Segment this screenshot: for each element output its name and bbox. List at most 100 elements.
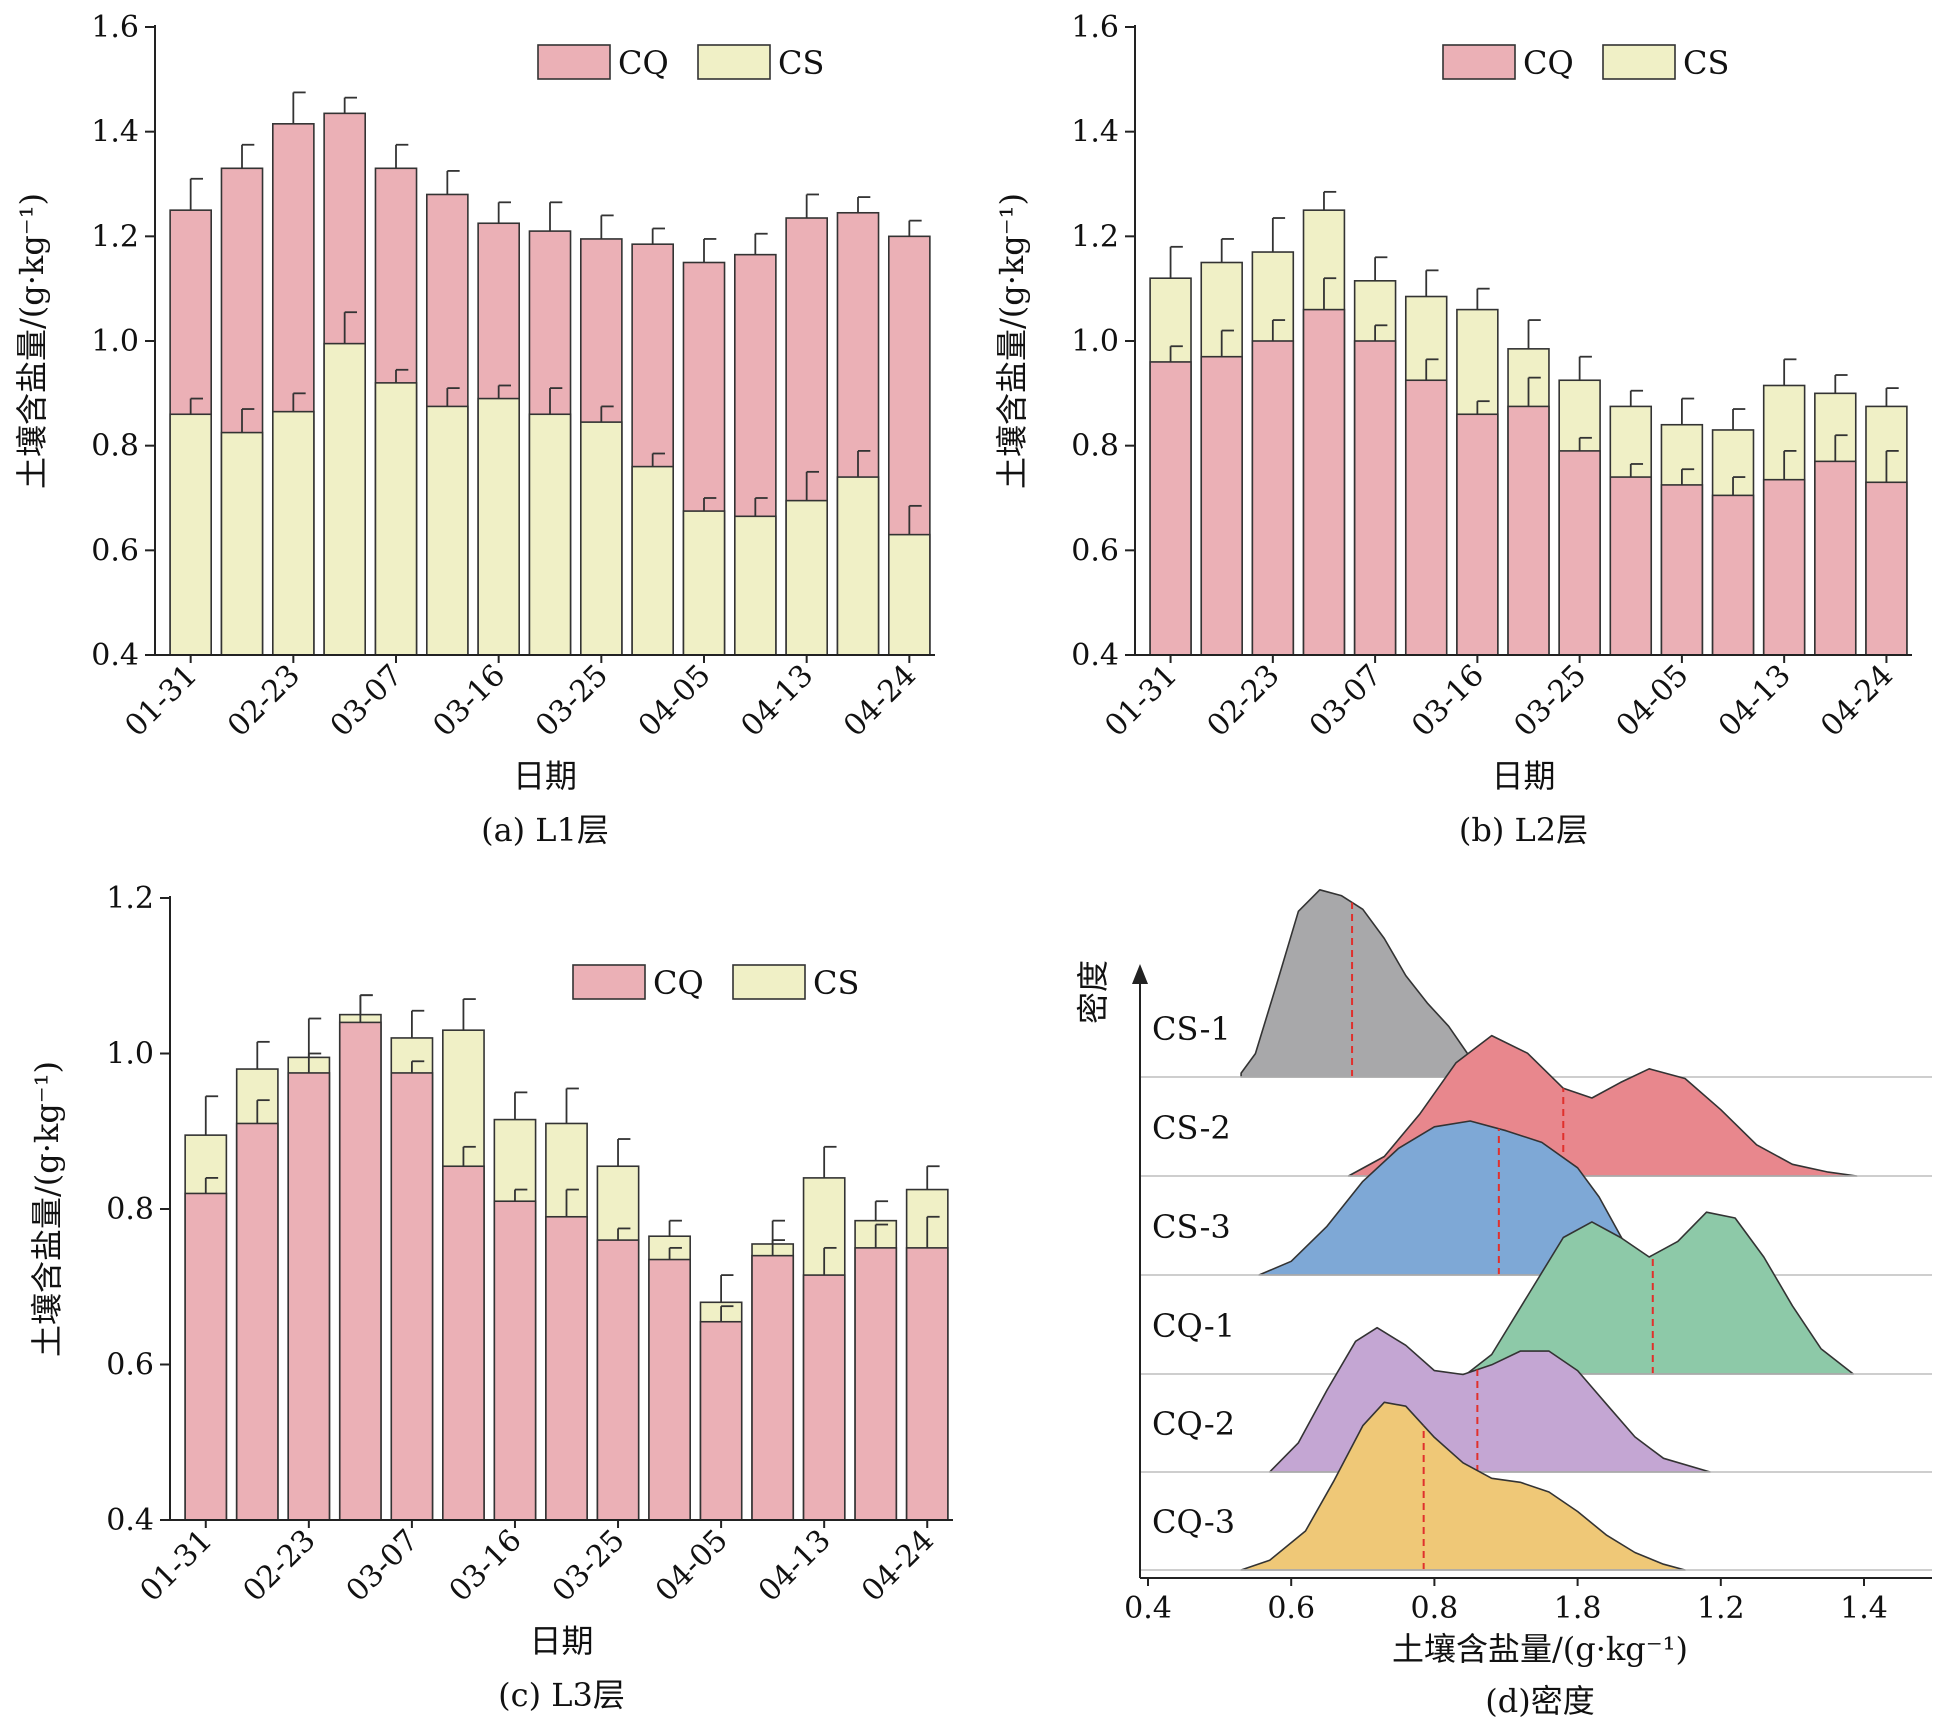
ridge-CS-1 [1240, 889, 1507, 1078]
x-tick-label: 04-24 [1814, 658, 1900, 744]
legend-label-CS: CS [813, 964, 859, 1002]
x-axis-title: 日期 [513, 757, 577, 795]
bar-CQ-0 [184, 1192, 228, 1521]
x-tick-label: 03-16 [443, 1523, 529, 1609]
legend-swatch-CS [732, 964, 806, 1000]
bar-CQ-1 [235, 1122, 279, 1521]
bar-CS-10 [682, 510, 726, 656]
bar-CQ-0 [1149, 361, 1192, 656]
y-tick-label: 1.2 [106, 881, 154, 916]
bar-CQ-8 [596, 1239, 640, 1521]
bar-CQ-7 [545, 1215, 588, 1521]
y-axis-title: 土壤含盐量/(g·kg⁻¹) [28, 1061, 66, 1357]
bar-CQ-5 [442, 1165, 485, 1521]
chart-a: 0.40.60.81.01.21.41.601-31 02-23 03-07 03-1… [13, 10, 935, 849]
x-tick-label: 03-07 [324, 658, 410, 744]
y-tick-label: 0.8 [1071, 429, 1119, 464]
y-tick-label: 0.8 [91, 429, 139, 464]
bar-CQ-11 [751, 1254, 795, 1521]
x-tick-label: 02-23 [221, 658, 307, 744]
bar-CS-1 [220, 431, 264, 656]
y-tick-label: 0.4 [1071, 638, 1119, 673]
y-tick-label: 0.4 [91, 638, 139, 673]
ridge-label-CS-1: CS-1 [1152, 1010, 1231, 1048]
x-tick-label: 03-16 [426, 658, 512, 744]
x-tick-label: 02-23 [237, 1523, 323, 1609]
y-tick-label: 0.6 [106, 1348, 154, 1383]
y-axis-title: 密度 [1074, 960, 1112, 1024]
y-axis-arrow-icon [1132, 964, 1148, 984]
bar-CQ-6 [1456, 413, 1499, 656]
x-tick-label: 0.4 [1124, 1591, 1172, 1626]
x-tick-label: 04-13 [1712, 658, 1798, 744]
x-tick-label: 04-24 [837, 658, 923, 744]
y-tick-label: 0.8 [106, 1192, 154, 1227]
x-tick-label: 03-07 [340, 1523, 426, 1609]
x-tick-label: 04-05 [649, 1523, 735, 1609]
y-axis-title: 土壤含盐量/(g·kg⁻¹) [13, 193, 51, 489]
legend-swatch-CQ [572, 964, 646, 1000]
bar-CQ-4 [390, 1072, 434, 1521]
x-axis-title: 日期 [1491, 757, 1555, 795]
bar-CQ-8 [1558, 450, 1601, 656]
panel-caption: (c) L3层 [498, 1676, 625, 1714]
panel-caption: (d)密度 [1485, 1682, 1594, 1720]
x-tick-label: 03-25 [1507, 658, 1593, 744]
bar-CS-7 [528, 413, 572, 656]
chart-b: 0.40.60.81.01.21.41.601-31 02-23 03-07 03-1… [993, 10, 1912, 849]
x-tick-label: 03-16 [1405, 658, 1491, 744]
legend-swatch-CS [1602, 44, 1676, 80]
ridge-label-CQ-1: CQ-1 [1152, 1307, 1235, 1345]
x-tick-label: 04-13 [752, 1523, 838, 1609]
bar-CQ-13 [854, 1247, 898, 1521]
bar-CQ-1 [1200, 355, 1243, 656]
bar-CS-9 [631, 465, 675, 656]
bar-CS-5 [425, 405, 469, 656]
ridge-label-CS-3: CS-3 [1152, 1208, 1231, 1246]
legend-swatch-CQ [1442, 44, 1516, 80]
bar-CQ-14 [1865, 481, 1908, 656]
x-tick-label: 0.6 [1267, 1591, 1315, 1626]
chart-c: 0.40.60.81.01.201-31 02-23 03-07 03-16 03-25… [28, 881, 953, 1714]
y-tick-label: 0.4 [106, 1503, 154, 1538]
bar-CS-4 [374, 382, 418, 656]
bar-CS-0 [169, 413, 212, 656]
bar-CS-11 [733, 515, 777, 656]
bar-CS-6 [477, 397, 520, 656]
bar-CS-12 [785, 499, 829, 656]
x-tick-label: 04-05 [632, 658, 718, 744]
y-tick-label: 1.2 [1071, 219, 1119, 254]
legend-label-CQ: CQ [618, 44, 669, 82]
x-axis-title: 土壤含盐量/(g·kg⁻¹) [1392, 1630, 1688, 1668]
legend-swatch-CQ [537, 44, 611, 80]
x-tick-label: 03-25 [529, 658, 615, 744]
ridge-label-CQ-2: CQ-2 [1152, 1405, 1235, 1443]
y-tick-label: 0.6 [1071, 533, 1119, 568]
ridge-label-CS-2: CS-2 [1152, 1109, 1231, 1147]
bar-CQ-3 [1302, 308, 1346, 656]
bar-CS-13 [836, 476, 880, 656]
chart-d: CS-1 CS-2 CS-3 CQ-1 CQ-2 CQ-3 0.4 0.6 0.8 1.8 1.2 1… [1074, 889, 1932, 1720]
x-tick-label: 1.4 [1840, 1591, 1888, 1626]
panel-caption: (a) L1层 [481, 811, 609, 849]
bar-CQ-2 [1251, 340, 1295, 656]
bar-CQ-6 [493, 1200, 537, 1521]
x-tick-label: 03-25 [546, 1523, 632, 1609]
y-tick-label: 1.4 [91, 115, 139, 150]
bar-CQ-5 [1404, 379, 1448, 656]
x-axis-title: 日期 [529, 1622, 593, 1660]
x-tick-label: 04-13 [734, 658, 820, 744]
y-tick-label: 1.6 [91, 10, 139, 45]
x-tick-label: 04-24 [855, 1523, 941, 1609]
x-tick-label: 03-07 [1303, 658, 1389, 744]
x-tick-label: 0.8 [1411, 1591, 1459, 1626]
bar-CS-14 [887, 533, 931, 656]
ridge-CQ-3 [1240, 1401, 1686, 1571]
bar-CQ-13 [1814, 460, 1857, 656]
y-tick-label: 0.6 [91, 533, 139, 568]
panel-caption: (b) L2层 [1459, 811, 1588, 849]
ridge-CQ-1 [1465, 1211, 1855, 1375]
legend-label-CS: CS [778, 44, 824, 82]
